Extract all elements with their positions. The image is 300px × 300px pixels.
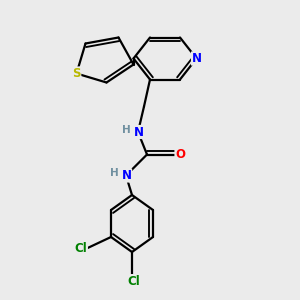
Text: H: H [122, 124, 131, 135]
Text: Cl: Cl [75, 242, 87, 256]
Text: N: N [191, 52, 202, 65]
Text: Cl: Cl [127, 274, 140, 288]
Text: N: N [122, 169, 132, 182]
Text: O: O [175, 148, 185, 161]
Text: N: N [134, 125, 144, 139]
Text: S: S [72, 67, 81, 80]
Text: H: H [110, 168, 119, 178]
